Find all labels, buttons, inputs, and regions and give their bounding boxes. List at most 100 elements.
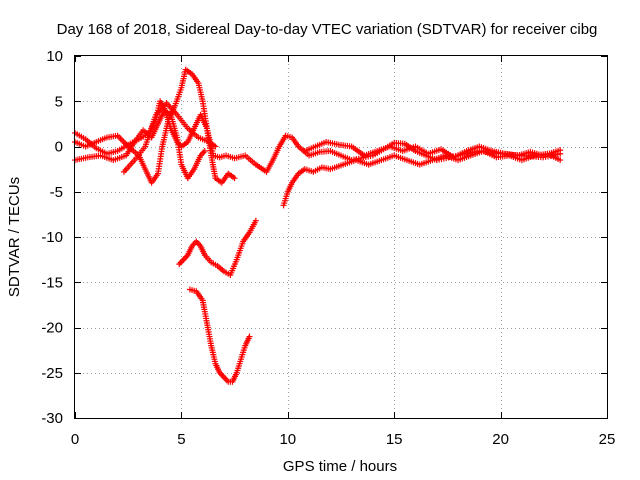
trace-segment [214, 176, 224, 185]
trace-segment [185, 244, 195, 257]
trace-segment [439, 147, 455, 160]
grid [75, 56, 607, 418]
trace-segment [133, 145, 147, 162]
trace-segment [84, 139, 98, 149]
trace-segment [212, 153, 221, 160]
trace-segment [207, 140, 217, 149]
trace-segment [225, 153, 236, 161]
trace-segment [208, 344, 218, 365]
trace-segment [277, 134, 288, 148]
trace-segment [418, 157, 434, 167]
data-point [231, 175, 238, 182]
series-track-h [186, 286, 253, 385]
trace-segment [86, 152, 102, 161]
trace-segment [290, 172, 301, 184]
trace-segment [74, 139, 87, 149]
trace-segment [238, 344, 248, 360]
trace-segment [149, 122, 161, 139]
trace-segment [186, 167, 196, 180]
y-tick-label: -20 [41, 320, 63, 337]
x-tick-label: 10 [279, 431, 296, 448]
trace-segment [194, 240, 203, 248]
trace-segment [165, 101, 179, 117]
trace-segment [197, 135, 210, 145]
trace-segment [254, 162, 268, 174]
trace-segment [314, 139, 327, 149]
trace-segment [155, 109, 167, 125]
trace-segment [198, 149, 207, 158]
trace-segment [308, 149, 321, 158]
series-track-e [280, 148, 564, 209]
trace-segment [184, 67, 194, 76]
trace-segment [203, 253, 213, 264]
trace-segment [264, 159, 275, 173]
trace-segment [431, 153, 447, 163]
trace-segment [393, 153, 408, 163]
trace-segment [389, 144, 404, 154]
data-point [252, 217, 259, 224]
series-track-d [120, 100, 219, 175]
trace-segment [216, 264, 226, 274]
trace-segment [190, 72, 201, 85]
trace-segment [342, 157, 357, 167]
y-tick-label: -10 [41, 229, 63, 246]
trace-segment [198, 244, 207, 257]
trace-segment [465, 144, 481, 154]
series-track-b [72, 66, 238, 186]
trace-segment [226, 171, 237, 181]
data-point [246, 333, 253, 340]
trace-segment [281, 191, 291, 207]
data-point [201, 148, 208, 155]
x-tick-label: 25 [599, 431, 616, 448]
ticks: 0 5 10 15 20 25 -30 -25 -20 -15 -10 -5 0 5 10 [41, 48, 615, 448]
trace-segment [223, 269, 232, 277]
trace-segment [234, 358, 244, 374]
trace-segment [136, 154, 148, 171]
trace-segment [142, 114, 159, 148]
trace-segment [222, 375, 230, 384]
trace-segment [228, 258, 239, 276]
trace-segment [200, 299, 210, 324]
series-track-f [301, 138, 564, 161]
y-axis-label: SDTVAR / TECUs [6, 177, 23, 297]
trace-segment [529, 149, 545, 158]
x-tick-label: 20 [492, 431, 509, 448]
series-track-a [72, 98, 564, 175]
trace-segment [74, 154, 89, 163]
trace-segment [218, 153, 227, 160]
trace-segment [367, 157, 383, 167]
trace-segment [106, 148, 119, 157]
y-tick-label: 0 [55, 139, 63, 156]
trace-segment [177, 258, 186, 266]
y-tick-label: 5 [55, 93, 63, 110]
trace-segment [133, 129, 145, 144]
trace-segment [95, 146, 108, 156]
trace-segment [482, 149, 498, 160]
trace-segment [194, 290, 205, 302]
trace-segment [521, 153, 536, 163]
data-point [557, 147, 564, 154]
trace-segment [414, 144, 430, 156]
trace-segment [230, 371, 239, 383]
trace-segment [542, 147, 562, 158]
trace-segment [284, 133, 293, 140]
trace-segment [204, 322, 214, 347]
trace-segment [452, 149, 468, 160]
trace-segment [329, 162, 344, 172]
trace-segment [181, 253, 190, 262]
trace-segment [159, 118, 172, 148]
trace-segment [478, 144, 493, 154]
trace-segment [469, 148, 485, 158]
trace-segment [213, 362, 222, 374]
trace-segment [195, 82, 206, 102]
trace-segment [355, 157, 370, 167]
data-point [557, 157, 564, 164]
trace-segment [312, 165, 323, 174]
trace-segment [401, 144, 417, 154]
trace-segment [427, 146, 442, 156]
trace-segment [303, 166, 315, 175]
trace-segment [172, 86, 184, 107]
trace-segment [406, 157, 421, 167]
trace-segment [95, 135, 108, 145]
